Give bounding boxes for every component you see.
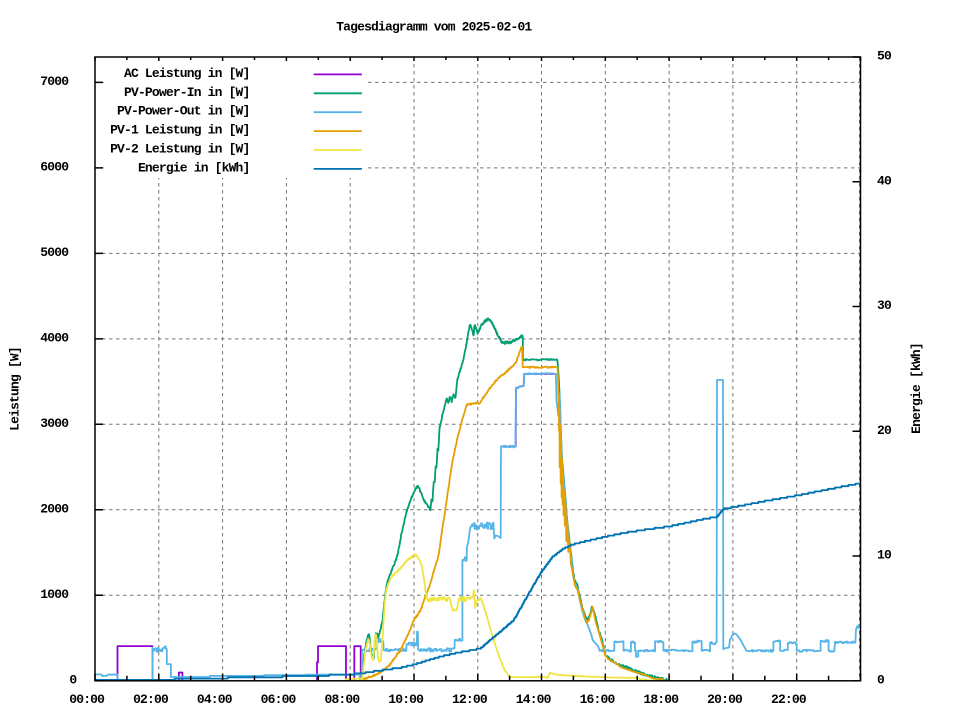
svg-text:18:00: 18:00 [643, 692, 679, 707]
svg-text:3000: 3000 [40, 416, 69, 431]
svg-text:14:00: 14:00 [516, 692, 552, 707]
svg-text:10:00: 10:00 [388, 692, 424, 707]
svg-text:4000: 4000 [40, 330, 69, 345]
svg-text:16:00: 16:00 [580, 692, 616, 707]
svg-text:12:00: 12:00 [452, 692, 488, 707]
svg-text:02:00: 02:00 [133, 692, 169, 707]
svg-text:PV-Power-In in [W]: PV-Power-In in [W] [124, 85, 249, 100]
svg-text:5000: 5000 [40, 245, 69, 260]
svg-text:Leistung [W]: Leistung [W] [8, 347, 23, 431]
svg-text:PV-1 Leistung in [W]: PV-1 Leistung in [W] [110, 123, 249, 138]
svg-text:06:00: 06:00 [261, 692, 297, 707]
svg-text:40: 40 [877, 173, 892, 188]
svg-text:AC Leistung in [W]: AC Leistung in [W] [124, 66, 249, 81]
svg-text:50: 50 [877, 49, 892, 64]
svg-text:2000: 2000 [40, 501, 69, 516]
svg-text:0: 0 [69, 672, 77, 687]
svg-text:Tagesdiagramm vom 2025-02-01: Tagesdiagramm vom 2025-02-01 [336, 19, 532, 34]
svg-text:04:00: 04:00 [197, 692, 233, 707]
svg-text:1000: 1000 [40, 587, 69, 602]
svg-text:10: 10 [877, 548, 892, 563]
svg-text:0: 0 [877, 672, 885, 687]
svg-text:Energie [kWh]: Energie [kWh] [909, 343, 924, 434]
svg-text:PV-2 Leistung in [W]: PV-2 Leistung in [W] [110, 142, 249, 157]
svg-text:30: 30 [877, 298, 892, 313]
svg-text:08:00: 08:00 [324, 692, 360, 707]
svg-text:22:00: 22:00 [771, 692, 807, 707]
svg-text:Energie in [kWh]: Energie in [kWh] [138, 160, 250, 175]
svg-text:PV-Power-Out in [W]: PV-Power-Out in [W] [117, 104, 249, 119]
svg-text:20:00: 20:00 [707, 692, 743, 707]
svg-text:7000: 7000 [40, 74, 69, 89]
svg-text:00:00: 00:00 [69, 692, 105, 707]
svg-text:6000: 6000 [40, 159, 69, 174]
svg-text:20: 20 [877, 423, 892, 438]
